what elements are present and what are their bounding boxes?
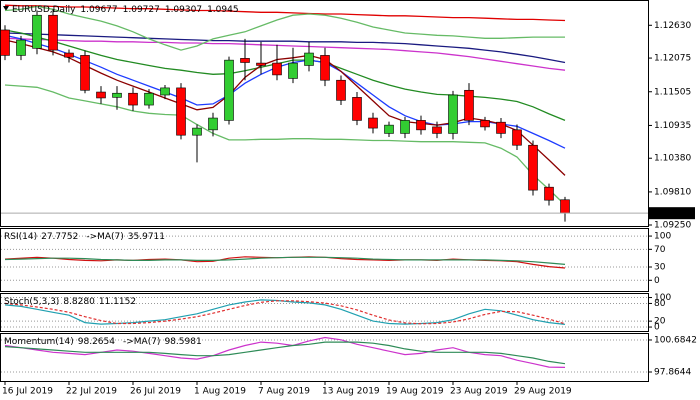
x-tick-label: 1 Aug 2019 [194,387,246,397]
legend-name: ->MA(7) [86,232,123,242]
candle-body [528,144,538,191]
legend-value: 98.5981 [164,337,201,347]
y-tick-label: 80 [654,299,666,309]
indicator-line [4,34,566,149]
candle-body [432,126,442,134]
x-tick-label: 26 Jul 2019 [130,387,181,397]
indicator-line [4,32,566,64]
indicator-line [4,341,566,365]
indicator-name: Stoch(5,3,3) [4,297,59,307]
indicator-title: RSI(14) 27.7752 ->MA(7) 35.9711 [4,232,165,242]
x-tick-label: 29 Aug 2019 [514,387,572,397]
ohlc-value: 1.0945 [207,5,239,15]
candle-body [496,121,506,134]
y-tick-label: 20 [654,317,666,327]
indicator-line [4,256,566,265]
candle-body [560,199,570,214]
legend-value: 35.9711 [128,232,165,242]
candle-body [144,92,154,106]
y-tick-label: 100 [654,232,671,242]
legend-name: RSI(14) [4,232,37,242]
candle-body [384,124,394,134]
indicator-title: Momentum(14) 98.2654 ->MA(7) 98.5981 [4,337,202,347]
y-tick-label: 0 [654,276,660,286]
panel-border [0,228,649,292]
menu-arrow[interactable] [3,6,9,11]
last-price-box [649,207,695,220]
y-tick-label: 70 [654,245,666,255]
y-tick-label: 100 [654,293,671,303]
last-price-label: 1.09450 [653,209,690,219]
x-tick-label: 13 Aug 2019 [322,387,380,397]
candle-body [64,52,74,58]
candle-body [80,55,90,91]
candle-body [192,127,202,136]
candle-body [48,14,58,51]
candle-body [416,120,426,131]
y-tick-label: 97.8644 [654,367,691,377]
candle-body [16,39,26,56]
candle-body [0,29,10,56]
candle-body [336,79,346,101]
panel-border [0,0,649,227]
indicator-line [4,84,566,206]
candle-body [448,94,458,134]
y-tick-label: 30 [654,263,666,273]
candle-body [128,92,138,106]
x-tick-label: 19 Aug 2019 [386,387,444,397]
legend-value: 8.8280 [63,297,95,307]
candle-body [304,52,314,66]
candle-body [352,97,362,121]
candle-body [32,14,42,49]
candle-body [176,87,186,136]
legend-value: 27.7752 [41,232,78,242]
y-tick-label: 0 [654,323,660,333]
y-tick-label: 100.6842 [654,335,697,345]
candle-body [160,87,170,96]
candle-body [240,58,250,63]
candle-body [368,117,378,129]
ohlc-value: 1.09677 [80,5,117,15]
candle-body [480,120,490,128]
ohlc-value: 1.09727 [123,5,160,15]
indicator-line [4,37,566,71]
indicator-line [4,299,566,325]
candle-body [464,89,474,121]
x-tick-label: 7 Aug 2019 [258,387,310,397]
symbol: EURUSD,Daily [12,5,76,15]
candle-body [544,186,554,201]
candle-body [272,62,282,76]
legend-name: Momentum(14) [4,337,74,347]
candle-body [320,55,330,81]
y-tick-label: 1.12630 [654,21,691,31]
indicator-line [4,5,565,51]
x-tick-label: 16 Jul 2019 [2,387,53,397]
candle-body [224,59,234,121]
candle-body [288,62,298,79]
y-tick-label: 1.11505 [654,87,691,97]
y-tick-label: 1.09810 [654,187,691,197]
candle-body [208,117,218,131]
panel-border [0,333,649,382]
candle-body [512,129,522,146]
candle-body [96,91,106,99]
chart-title: EURUSD,Daily 1.09677 1.09727 1.09307 1.0945 [12,5,239,15]
legend-value: 98.2654 [78,337,115,347]
panel-border [0,293,649,332]
y-tick-label: 1.09250 [654,221,691,231]
candle-body [256,62,266,66]
candle-body [112,92,122,98]
y-tick-label: 1.10935 [654,121,691,131]
ohlc-value: 1.09307 [165,5,202,15]
legend-name: ->MA(7) [123,337,160,347]
legend-value: 11.1152 [99,297,136,307]
candle-body [400,120,410,134]
x-tick-label: 23 Aug 2019 [450,387,508,397]
y-tick-label: 1.10380 [654,154,691,164]
y-tick-label: 1.12075 [654,54,691,64]
x-tick-label: 22 Jul 2019 [66,387,117,397]
indicator-title: Stoch(5,3,3) 8.8280 11.1152 [4,297,136,307]
indicator-line [4,4,566,22]
